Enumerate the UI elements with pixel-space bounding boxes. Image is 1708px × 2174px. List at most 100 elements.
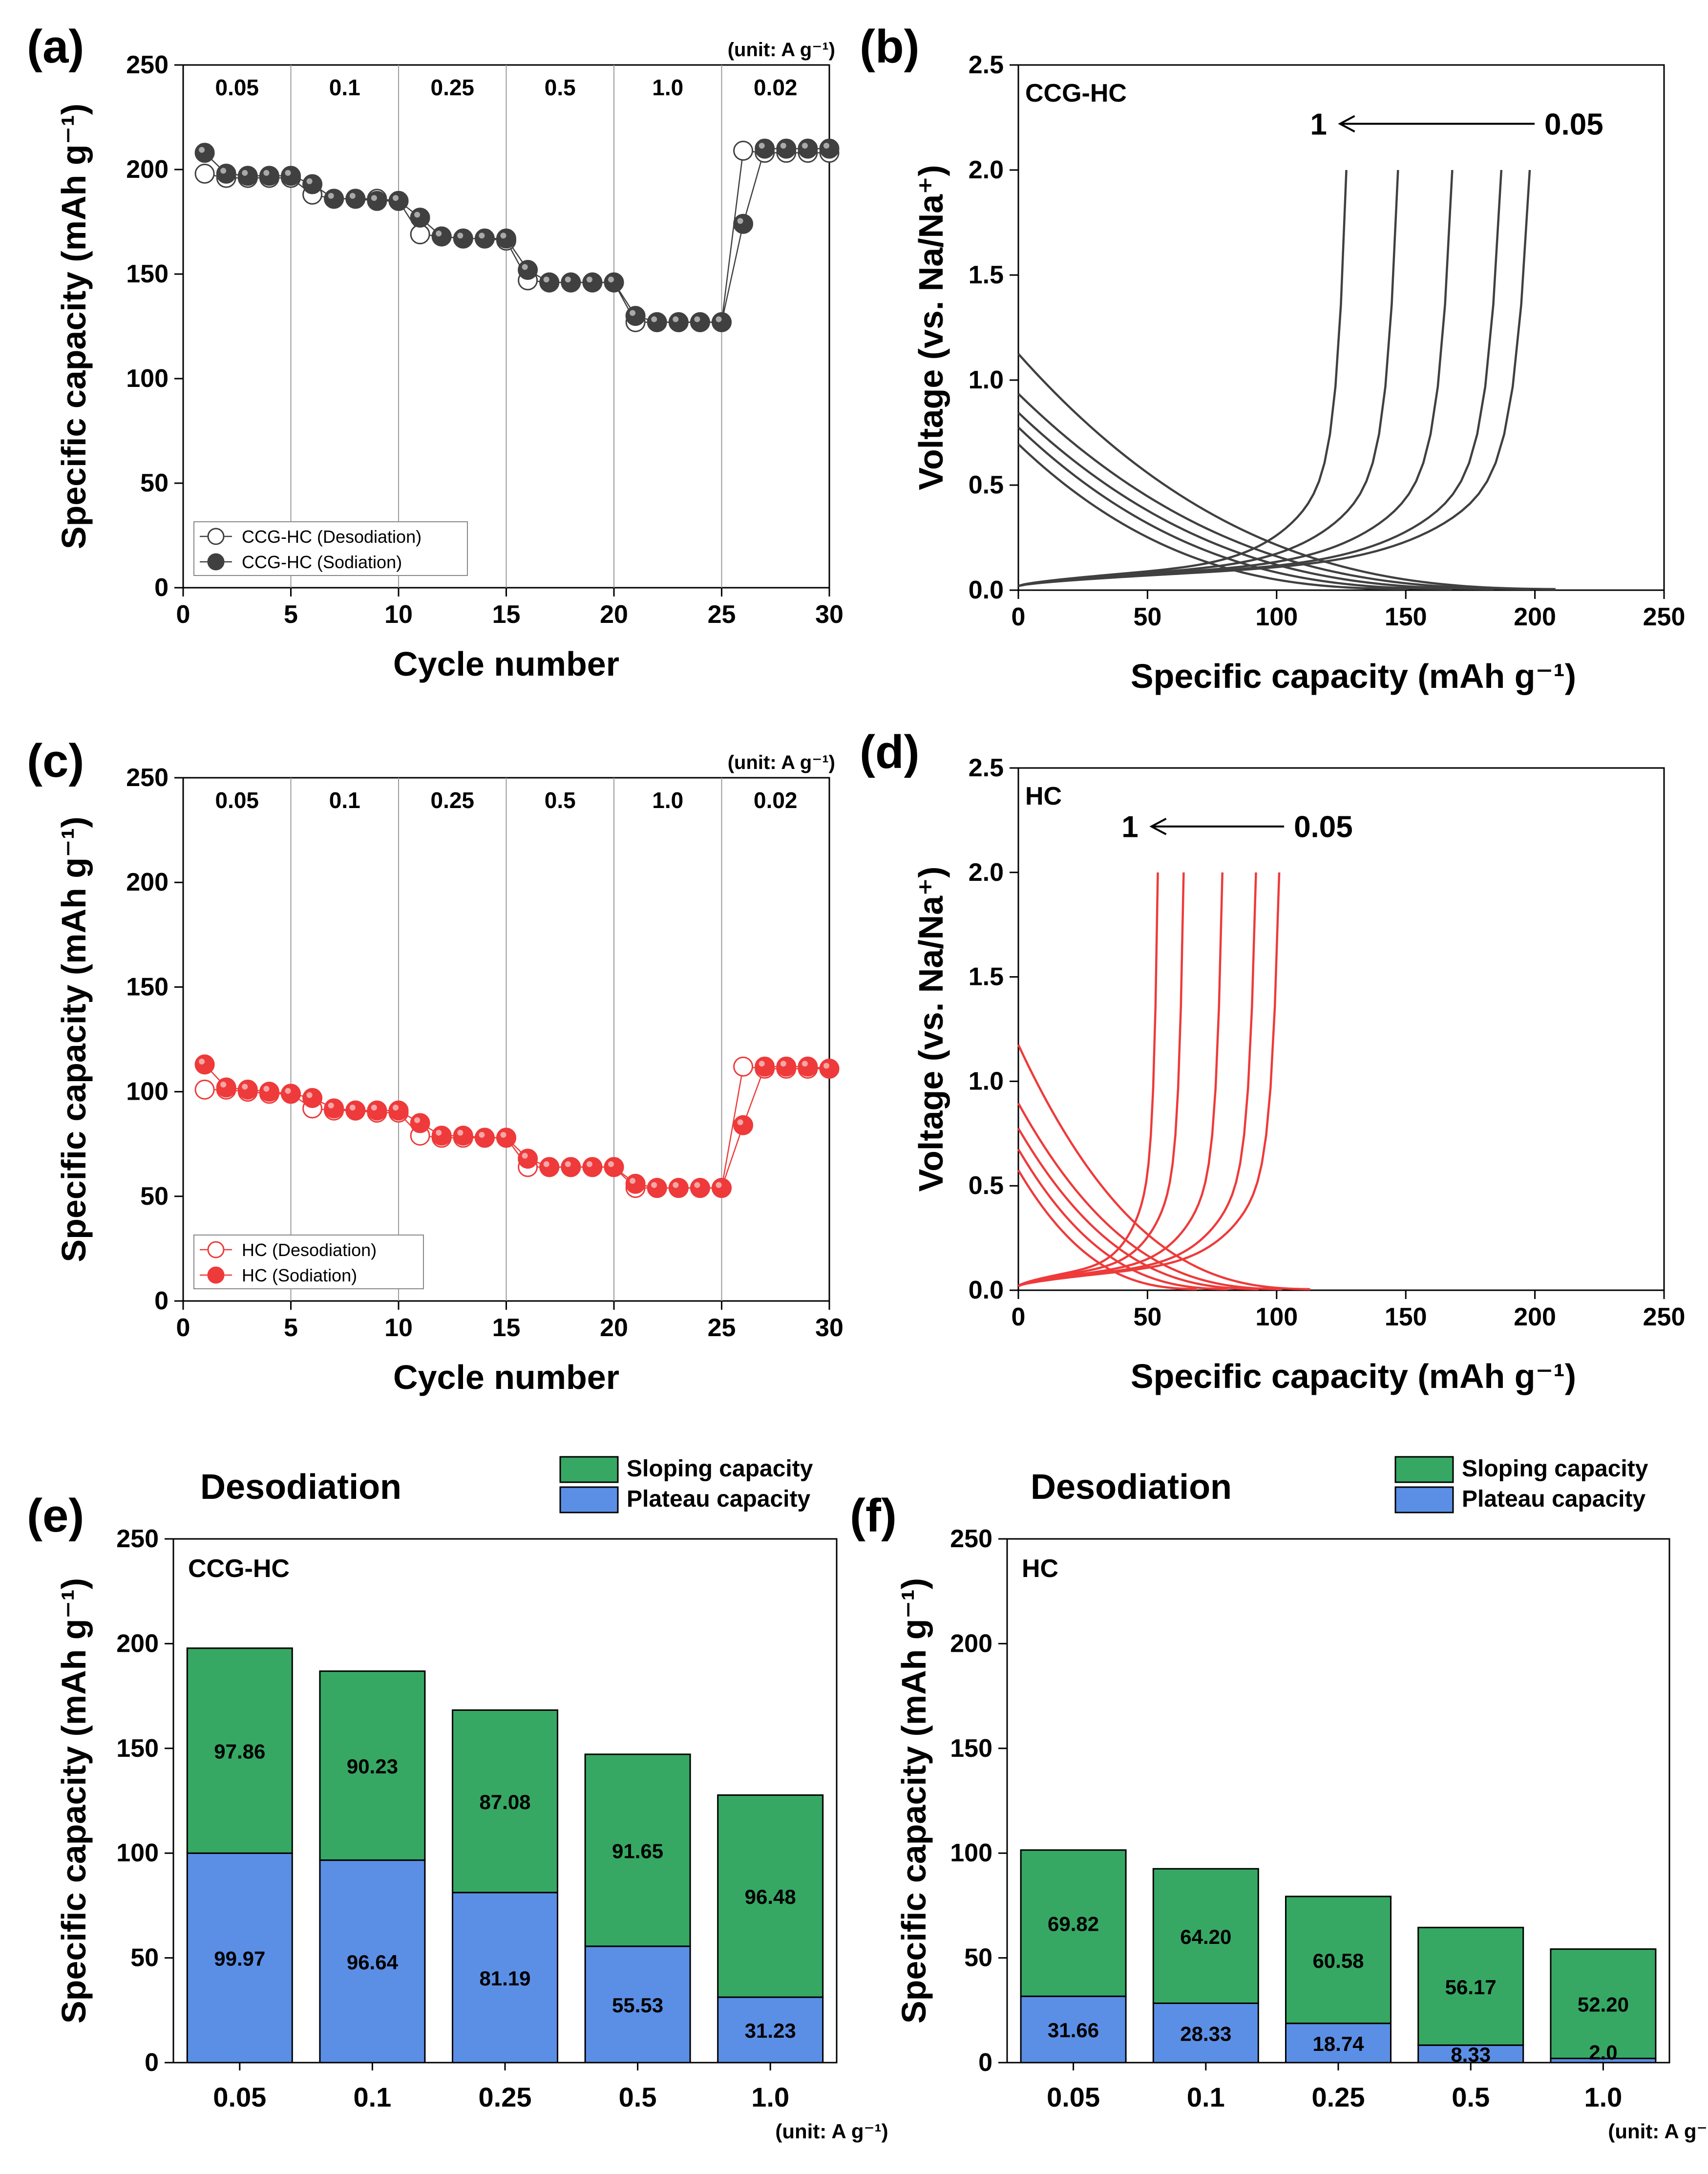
y-tick-label: 0.5 [969,1172,1004,1200]
marker-highlight [263,1086,270,1092]
legend-marker [207,553,225,571]
y-tick-label: 150 [126,260,169,288]
data-point-sodiation [345,1100,366,1121]
discharge-curve [1017,1128,1259,1291]
y-tick-label: 100 [126,1078,169,1106]
marker-highlight [759,1061,765,1067]
unit-note: (unit: A g⁻¹) [1608,2120,1708,2143]
data-point-sodiation [237,1079,258,1100]
plateau-value-label: 96.64 [347,1951,399,1974]
marker-highlight [220,168,227,174]
legend-swatch [559,1486,619,1513]
x-tick-label: 100 [1255,603,1298,631]
y-tick-label: 50 [140,1182,169,1211]
data-point-sodiation [496,228,516,249]
segment-rate-label: 0.25 [430,75,474,100]
discharge-curve [1017,1169,1197,1291]
discharge-curve [1017,426,1453,591]
category-label: 1.0 [1584,2082,1622,2112]
y-tick-label: 0.0 [969,1276,1004,1304]
x-tick-label: 50 [1133,1303,1161,1331]
data-point-desodiation [410,224,430,245]
marker-highlight [737,1119,743,1126]
panel-e: (e) 0 50 100 150 200 250 0.05 99.97 97.86 0.1 96.64… [27,1456,888,2143]
data-point-sodiation [755,138,775,159]
marker-highlight [651,316,657,322]
y-tick-label: 2.5 [969,754,1004,782]
bar-plateau [1152,2003,1259,2064]
y-tick-label: 0 [978,2048,992,2077]
marker-highlight [608,1161,614,1167]
annotation-rate-low: 1 [1310,107,1327,141]
data-point-sodiation [259,166,279,186]
x-axis-label: Specific capacity (mAh g⁻¹) [1131,1357,1576,1395]
sloping-value-label: 96.48 [745,1885,796,1908]
y-tick-label: 1.5 [969,963,1004,991]
annotation-rate-high: 0.05 [1294,810,1353,844]
x-tick-label: 10 [384,600,413,629]
legend-marker [207,528,225,545]
marker-highlight [801,143,808,149]
data-point-sodiation [819,1058,840,1079]
data-point-sodiation [388,1100,409,1121]
marker-highlight [673,316,679,322]
chart-title: Desodiation [200,1468,401,1507]
y-axis-label: Specific capacity (mAh g⁻¹) [55,104,93,549]
marker-highlight [543,1161,549,1167]
data-point-sodiation [474,1128,495,1148]
plateau-value-label: 99.97 [214,1947,265,1970]
y-axis-label: Voltage (vs. Na/Na⁺) [912,867,950,1192]
bar-sloping [452,1709,558,1894]
legend-label: Plateau capacity [1462,1486,1646,1512]
plateau-value-label: 81.19 [479,1967,530,1990]
data-point-sodiation [712,1178,732,1198]
marker-highlight [630,310,636,316]
bar-sloping [1417,1926,1524,2046]
legend-swatch [1394,1456,1454,1483]
discharge-curve [1017,443,1406,591]
x-tick-label: 20 [600,600,628,629]
x-tick-label: 250 [1643,603,1686,631]
marker-highlight [780,143,786,149]
marker-highlight [328,1102,334,1108]
data-point-sodiation [388,191,409,211]
x-tick-label: 15 [492,1314,521,1342]
discharge-curve [1017,412,1494,591]
plateau-value-label: 18.74 [1312,2032,1364,2055]
charge-curve [1017,872,1159,1287]
marker-highlight [543,277,549,283]
y-tick-label: 0.5 [969,471,1004,499]
legend-label: Plateau capacity [627,1486,811,1512]
panel-label: (a) [27,21,84,73]
panel-f: (f) 0 50 100 150 200 250 0.05 31.66 69.82 0.1 28.33… [850,1456,1708,2143]
marker-highlight [393,1105,399,1111]
y-tick-label: 0 [145,2048,159,2077]
data-point-sodiation [367,1100,387,1121]
bar-sloping [717,1794,824,1998]
annotation-arrowhead [1149,817,1167,835]
data-point-sodiation [431,226,452,247]
x-tick-label: 10 [384,1314,413,1342]
data-point-sodiation [194,1054,215,1075]
annotation-rate-high: 0.05 [1544,107,1603,141]
segment-rate-label: 1.0 [652,788,683,813]
data-point-sodiation [647,312,667,332]
data-point-sodiation [410,207,430,228]
x-tick-label: 15 [492,600,521,629]
data-point-sodiation [453,1126,473,1146]
marker-highlight [565,277,571,283]
bar-sloping [319,1670,426,1861]
x-tick-label: 0 [176,1314,190,1342]
marker-highlight [220,1082,227,1088]
category-label: 0.05 [213,2082,266,2112]
x-tick-label: 0 [1012,603,1026,631]
data-point-sodiation [561,1157,581,1177]
x-tick-label: 150 [1385,603,1427,631]
sloping-value-label: 87.08 [479,1790,530,1813]
y-tick-label: 1.0 [969,366,1004,394]
category-label: 0.1 [353,2082,391,2112]
plateau-value-label: 31.23 [745,2019,796,2042]
y-tick-label: 2.0 [969,156,1004,184]
x-tick-label: 25 [708,600,736,629]
y-tick-label: 0 [154,1287,169,1315]
